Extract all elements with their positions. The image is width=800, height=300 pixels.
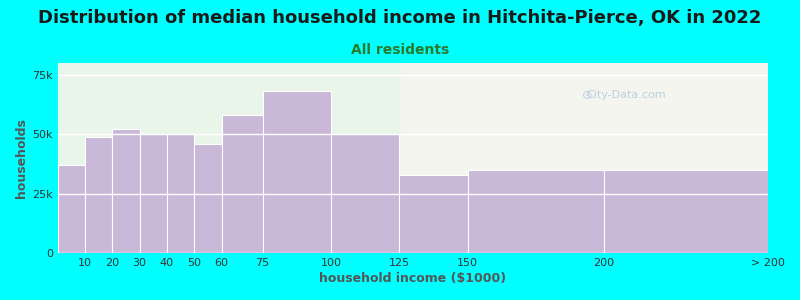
Text: All residents: All residents (351, 44, 449, 58)
Bar (112, 130, 140, 253)
Bar (85, 136, 112, 253)
Bar (262, 92, 331, 253)
Bar (399, 175, 467, 253)
Bar (222, 115, 262, 253)
Bar (331, 134, 399, 253)
Text: Distribution of median household income in Hitchita-Pierce, OK in 2022: Distribution of median household income … (38, 9, 762, 27)
Bar (58, 63, 399, 253)
Bar (58, 165, 85, 253)
Text: City-Data.com: City-Data.com (586, 90, 666, 100)
Bar (140, 134, 167, 253)
Bar (194, 144, 222, 253)
Bar (167, 134, 194, 253)
Bar (604, 170, 768, 253)
Bar (467, 170, 604, 253)
Y-axis label: households: households (15, 118, 28, 198)
X-axis label: household income ($1000): household income ($1000) (319, 272, 506, 285)
Text: ⊙: ⊙ (582, 89, 592, 102)
